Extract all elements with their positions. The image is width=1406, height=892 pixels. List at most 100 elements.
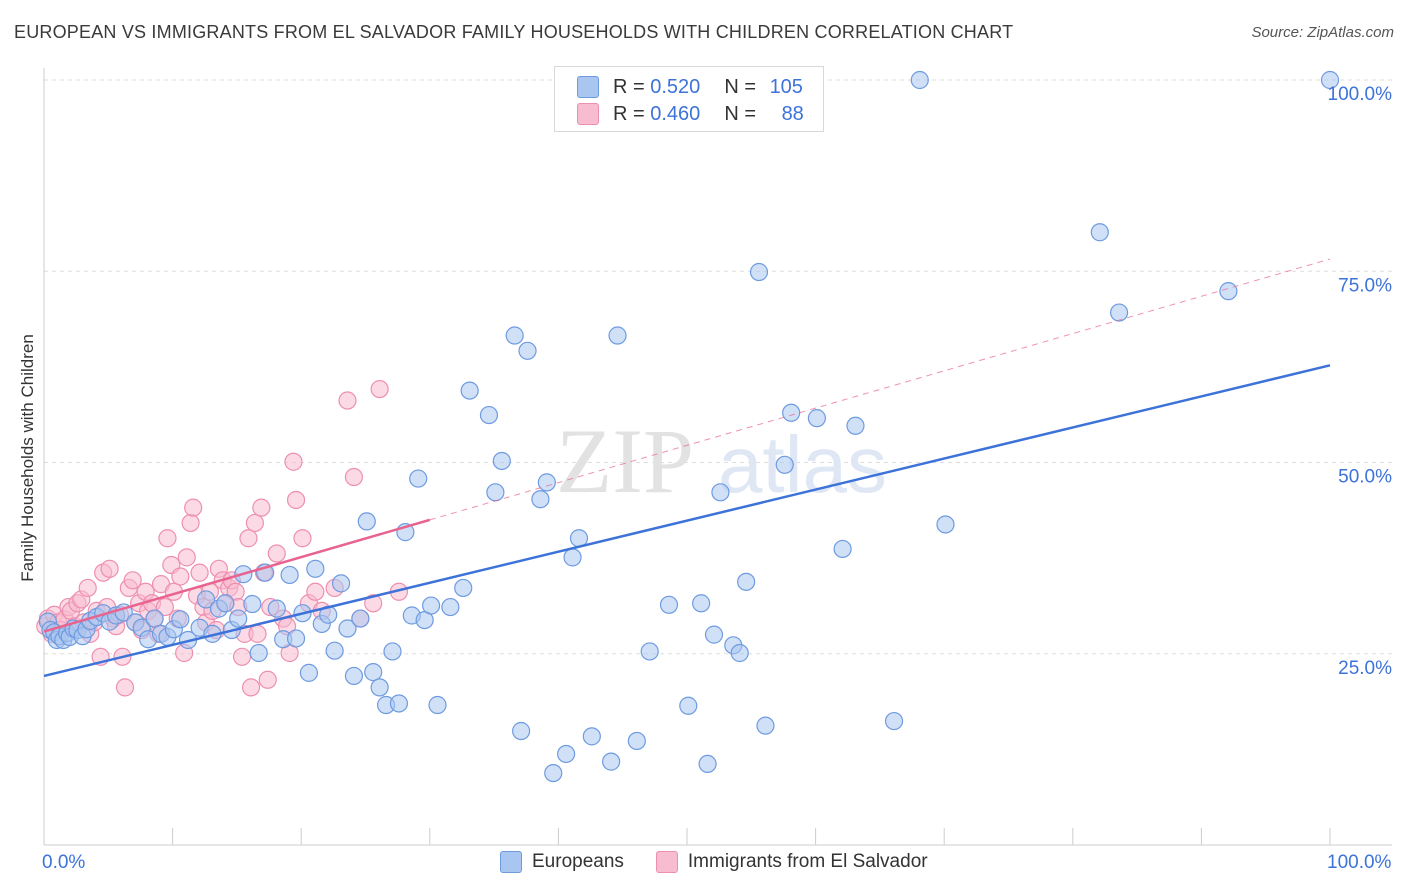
el-salvador-point — [78, 578, 97, 598]
european-point — [505, 326, 524, 345]
el-salvador-point — [232, 647, 252, 666]
el-salvador-point — [252, 498, 271, 517]
el-salvador-point — [284, 452, 303, 471]
european-point — [936, 515, 955, 534]
european-point — [512, 721, 531, 741]
el-salvador-point — [370, 379, 389, 399]
european-point — [441, 597, 460, 617]
el-salvador-point — [190, 563, 209, 582]
european-point — [711, 483, 730, 502]
european-point — [454, 578, 473, 598]
european-point — [537, 473, 556, 492]
european-point — [782, 403, 801, 422]
legend-swatch-blue — [500, 851, 522, 873]
el-salvador-point — [258, 670, 277, 689]
el-salvador-point — [184, 498, 203, 517]
european-point — [582, 727, 601, 746]
y-tick-label: 100.0% — [1328, 84, 1393, 105]
stats-legend: R = 0.520 N = 105 R = 0.460 N = 88 — [554, 66, 824, 132]
european-point — [389, 694, 409, 713]
watermark: ZIP atlas — [556, 410, 887, 512]
el-salvador-point — [115, 678, 135, 697]
european-point — [421, 596, 441, 615]
european-point — [884, 711, 904, 731]
el-salvador-point — [245, 513, 265, 533]
legend-n-value: 105 — [769, 75, 803, 98]
european-point — [531, 490, 550, 509]
european-point — [602, 752, 621, 771]
european-point — [479, 405, 499, 425]
el-salvador-point — [241, 678, 261, 697]
y-tick-label: 75.0% — [1338, 275, 1392, 296]
trend-line-el-salvador — [43, 518, 431, 633]
legend-swatch-pink — [655, 851, 678, 873]
european-point — [737, 572, 756, 591]
european-point — [249, 643, 268, 663]
european-point — [1320, 70, 1340, 90]
european-point — [627, 731, 646, 751]
european-point — [486, 483, 505, 502]
el-salvador-point — [100, 559, 119, 578]
x-tick-label-min: 0.0% — [42, 852, 86, 873]
legend-r-value: 0.460 — [650, 102, 701, 125]
european-point — [331, 574, 351, 593]
european-point — [229, 609, 248, 628]
european-point — [557, 744, 576, 764]
y-tick-label: 50.0% — [1338, 467, 1392, 488]
european-point — [267, 599, 286, 618]
european-point — [608, 326, 627, 345]
european-point — [338, 619, 357, 638]
el-salvador-point — [344, 467, 364, 487]
european-point — [563, 548, 582, 567]
european-point — [775, 455, 794, 474]
series-europeans-points — [38, 70, 1340, 783]
el-salvador-point — [239, 529, 258, 548]
european-point — [409, 469, 428, 488]
trend-lines — [43, 258, 1331, 678]
european-point — [370, 678, 389, 697]
legend-item-europeans[interactable]: Europeans — [500, 851, 624, 873]
chart-title: EUROPEAN VS IMMIGRANTS FROM EL SALVADOR … — [14, 22, 1014, 42]
european-point — [704, 625, 724, 644]
european-point — [692, 594, 711, 613]
european-point — [910, 70, 929, 90]
european-point — [749, 262, 769, 282]
el-salvador-point — [364, 594, 383, 613]
european-point — [640, 642, 659, 661]
european-point — [351, 609, 370, 628]
legend-row-el-salvador: R = 0.460 N = 88 — [577, 101, 804, 127]
el-salvador-point — [293, 529, 312, 548]
legend-r-label: R = — [613, 75, 651, 98]
el-salvador-point — [338, 391, 357, 410]
axes — [43, 68, 1392, 846]
el-salvador-point — [123, 571, 142, 590]
legend-swatch-pink — [577, 103, 599, 125]
european-point — [492, 451, 511, 471]
el-salvador-point — [248, 624, 267, 643]
legend-label-europeans: Europeans — [532, 851, 624, 872]
european-point — [544, 763, 563, 783]
el-salvador-point — [171, 567, 190, 586]
el-salvador-point — [286, 490, 306, 510]
european-point — [428, 695, 447, 715]
european-point — [325, 641, 344, 660]
european-point — [196, 590, 216, 609]
el-salvador-point — [306, 582, 325, 601]
legend-n-value: 88 — [781, 102, 804, 125]
y-tick-label: 25.0% — [1338, 658, 1392, 679]
el-salvador-point — [155, 597, 174, 617]
watermark-atlas: atlas — [718, 420, 887, 509]
european-point — [659, 595, 679, 614]
european-point — [1109, 303, 1129, 322]
legend-item-el-salvador[interactable]: Immigrants from El Salvador — [655, 851, 928, 873]
european-point — [364, 663, 383, 682]
el-salvador-point — [177, 548, 196, 567]
legend-n-label: N = — [724, 75, 762, 98]
european-point — [518, 341, 537, 360]
european-point — [730, 643, 749, 663]
european-point — [280, 565, 299, 585]
european-point — [846, 416, 865, 435]
european-point — [698, 754, 717, 774]
european-point — [299, 663, 319, 682]
